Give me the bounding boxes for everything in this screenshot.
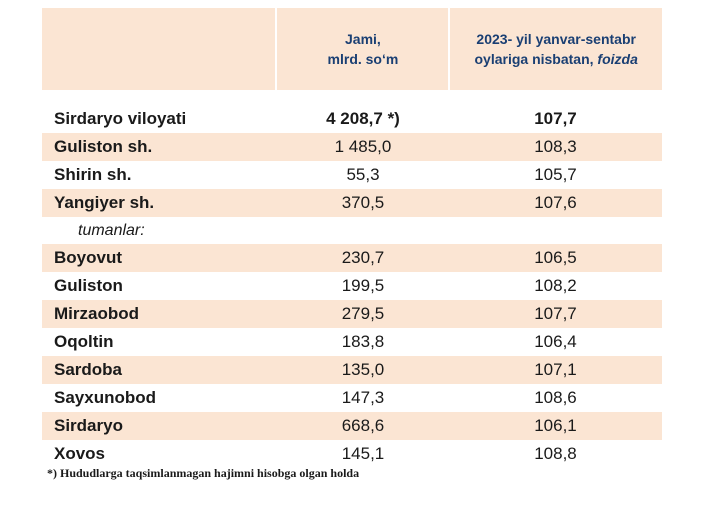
header-percent-cell: 2023- yil yanvar-sentabr oylariga nisbat…: [448, 8, 662, 90]
total-value: 183,8: [341, 332, 385, 351]
header-total-line1: Jami,: [345, 31, 381, 47]
region-name: Sayxunobod: [54, 388, 157, 407]
region-name: Guliston sh.: [54, 137, 153, 156]
total-value: 55,3: [346, 165, 380, 184]
total-value: 4 208,7 *): [326, 109, 400, 128]
table-row: Sirdaryo viloyati 4 208,7 *) 107,7: [42, 105, 662, 133]
table-row: Xovos 145,1 108,8: [42, 440, 662, 468]
table-row: Sayxunobod 147,3 108,6: [42, 384, 662, 412]
table-subheading-row: tumanlar:: [42, 217, 662, 244]
percent-value: 106,4: [534, 332, 577, 351]
region-name: Sirdaryo: [54, 416, 123, 435]
header-total-line2: mlrd. so‘m: [327, 51, 399, 67]
total-value: 147,3: [341, 388, 385, 407]
total-value: 370,5: [341, 193, 385, 212]
region-name: Yangiyer sh.: [54, 193, 155, 212]
percent-value: 107,7: [534, 109, 577, 128]
table-row: Mirzaobod 279,5 107,7: [42, 300, 662, 328]
table-row: Yangiyer sh. 370,5 107,6: [42, 189, 662, 217]
percent-value: 105,7: [534, 165, 577, 184]
region-name: Shirin sh.: [54, 165, 132, 184]
total-value: 279,5: [341, 304, 385, 323]
table-row: Sirdaryo 668,6 106,1: [42, 412, 662, 440]
percent-value: 107,7: [534, 304, 577, 323]
total-value: 199,5: [341, 276, 385, 295]
region-name: Oqoltin: [54, 332, 114, 351]
percent-value: 106,5: [534, 248, 577, 267]
region-name: Sirdaryo viloyati: [54, 109, 187, 128]
header-total-cell: Jami, mlrd. so‘m: [275, 8, 448, 90]
footnote: *) Hududlarga taqsimlanmagan hajimni his…: [47, 466, 360, 480]
table-header: Jami, mlrd. so‘m 2023- yil yanvar-sentab…: [42, 8, 662, 90]
region-name: Xovos: [54, 444, 106, 463]
statistics-table: Jami, mlrd. so‘m 2023- yil yanvar-sentab…: [42, 8, 662, 468]
region-name: Boyovut: [54, 248, 122, 267]
total-value: 135,0: [341, 360, 385, 379]
table-row: Shirin sh. 55,3 105,7: [42, 161, 662, 189]
header-empty-cell: [42, 8, 275, 90]
table-row: Oqoltin 183,8 106,4: [42, 328, 662, 356]
percent-value: 108,2: [534, 276, 577, 295]
percent-value: 108,6: [534, 388, 577, 407]
percent-value: 106,1: [534, 416, 577, 435]
total-value: 1 485,0: [334, 137, 392, 156]
percent-value: 108,8: [534, 444, 577, 463]
header-percent-line1: 2023- yil yanvar-sentabr: [476, 31, 636, 47]
region-name: Guliston: [54, 276, 123, 295]
table-row: Guliston sh. 1 485,0 108,3: [42, 133, 662, 161]
percent-value: 107,1: [534, 360, 577, 379]
total-value: 668,6: [341, 416, 385, 435]
region-name: Sardoba: [54, 360, 123, 379]
table-row: Sardoba 135,0 107,1: [42, 356, 662, 384]
region-name: Mirzaobod: [54, 304, 139, 323]
subheading-label: tumanlar:: [78, 221, 145, 239]
table-row: Guliston 199,5 108,2: [42, 272, 662, 300]
percent-value: 108,3: [534, 137, 577, 156]
total-value: 145,1: [341, 444, 385, 463]
percent-value: 107,6: [534, 193, 577, 212]
header-percent-line2: oylariga nisbatan, foizda: [474, 51, 638, 67]
table-row: Boyovut 230,7 106,5: [42, 244, 662, 272]
total-value: 230,7: [341, 248, 385, 267]
